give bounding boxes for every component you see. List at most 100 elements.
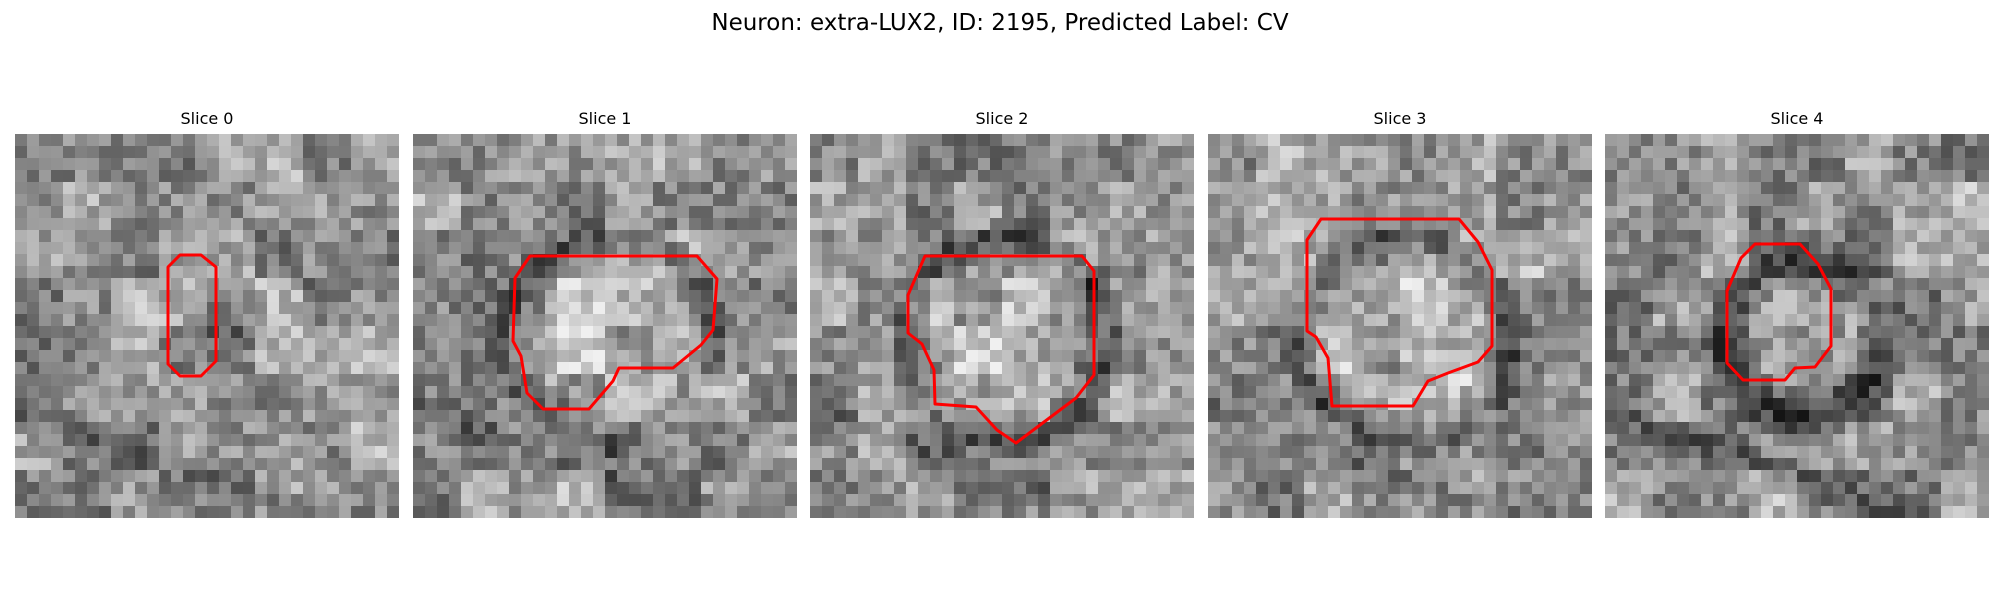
- pixel: [1605, 422, 1618, 435]
- pixel: [1364, 350, 1377, 363]
- pixel: [1400, 338, 1413, 351]
- pixel: [1953, 230, 1966, 243]
- pixel: [942, 218, 955, 231]
- pixel: [15, 254, 28, 267]
- pixel: [641, 242, 654, 255]
- pixel: [99, 446, 112, 459]
- pixel: [906, 374, 919, 387]
- pixel: [425, 374, 438, 387]
- pixel: [413, 194, 426, 207]
- pixel: [870, 398, 883, 411]
- pixel: [327, 266, 340, 279]
- pixel: [1304, 470, 1317, 483]
- pixel: [1134, 494, 1147, 507]
- pixel: [653, 290, 666, 303]
- pixel: [1845, 134, 1858, 147]
- pixel: [834, 410, 847, 423]
- pixel: [231, 278, 244, 291]
- pixel: [15, 194, 28, 207]
- pixel: [1821, 230, 1834, 243]
- pixel: [63, 194, 76, 207]
- pixel: [882, 326, 895, 339]
- pixel: [485, 350, 498, 363]
- pixel: [449, 170, 462, 183]
- pixel: [27, 446, 40, 459]
- pixel: [834, 158, 847, 171]
- pixel: [1388, 422, 1401, 435]
- pixel: [1965, 434, 1978, 447]
- pixel: [1520, 242, 1533, 255]
- pixel: [27, 230, 40, 243]
- pixel: [1340, 506, 1353, 518]
- pixel: [990, 134, 1003, 147]
- pixel: [1352, 434, 1365, 447]
- pixel: [978, 314, 991, 327]
- pixel: [1556, 134, 1569, 147]
- pixel: [1220, 374, 1233, 387]
- pixel: [870, 422, 883, 435]
- pixel: [1436, 338, 1449, 351]
- pixel: [279, 290, 292, 303]
- pixel: [1086, 494, 1099, 507]
- pixel: [1785, 254, 1798, 267]
- pixel: [1364, 302, 1377, 315]
- pixel: [1256, 230, 1269, 243]
- pixel: [147, 470, 160, 483]
- pixel: [1256, 170, 1269, 183]
- pixel: [725, 158, 738, 171]
- pixel: [1256, 242, 1269, 255]
- pixel: [425, 398, 438, 411]
- pixel: [749, 314, 762, 327]
- pixel: [363, 506, 376, 518]
- pixel: [1146, 326, 1159, 339]
- pixel: [1208, 290, 1221, 303]
- pixel: [1893, 314, 1906, 327]
- pixel: [1448, 158, 1461, 171]
- pixel: [653, 470, 666, 483]
- pixel: [918, 338, 931, 351]
- pixel: [303, 134, 316, 147]
- pixel: [713, 398, 726, 411]
- pixel: [1472, 398, 1485, 411]
- pixel: [183, 482, 196, 495]
- pixel: [581, 206, 594, 219]
- pixel: [1182, 146, 1194, 159]
- pixel: [617, 230, 630, 243]
- pixel: [303, 146, 316, 159]
- pixel: [834, 338, 847, 351]
- pixel: [1146, 302, 1159, 315]
- pixel: [509, 134, 522, 147]
- pixel: [713, 506, 726, 518]
- pixel: [1412, 194, 1425, 207]
- pixel: [1364, 326, 1377, 339]
- pixel: [1677, 158, 1690, 171]
- pixel: [1220, 218, 1233, 231]
- pixel: [629, 302, 642, 315]
- pixel: [1520, 338, 1533, 351]
- pixel: [375, 230, 388, 243]
- pixel: [1014, 506, 1027, 518]
- pixel: [1412, 230, 1425, 243]
- pixel: [339, 458, 352, 471]
- pixel: [63, 482, 76, 495]
- pixel: [1881, 278, 1894, 291]
- pixel: [1388, 446, 1401, 459]
- pixel: [1256, 434, 1269, 447]
- pixel: [1352, 158, 1365, 171]
- pixel: [1292, 170, 1305, 183]
- pixel: [1388, 314, 1401, 327]
- pixel: [123, 194, 136, 207]
- pixel: [1532, 218, 1545, 231]
- pixel: [1340, 170, 1353, 183]
- pixel: [1232, 134, 1245, 147]
- pixel: [1340, 254, 1353, 267]
- pixel: [461, 326, 474, 339]
- pixel: [497, 326, 510, 339]
- pixel: [1158, 326, 1171, 339]
- pixel: [1977, 338, 1989, 351]
- pixel: [1134, 278, 1147, 291]
- pixel: [1845, 446, 1858, 459]
- pixel: [1244, 242, 1257, 255]
- pixel: [267, 446, 280, 459]
- pixel: [279, 398, 292, 411]
